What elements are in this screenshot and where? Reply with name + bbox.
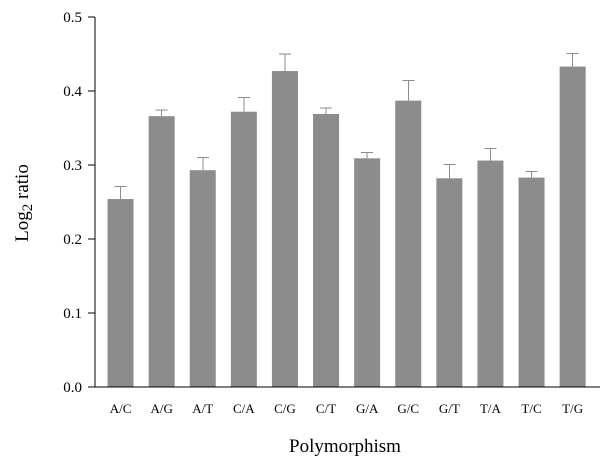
y-tick-label: 0.2 <box>63 232 82 248</box>
y-axis-title: Log2 ratio <box>12 164 36 242</box>
y-axis-title-suffix: ratio <box>12 164 33 204</box>
bar <box>395 100 422 388</box>
x-tick-label: T/C <box>521 401 541 416</box>
y-tick-label: 0.4 <box>63 84 82 100</box>
y-tick-label: 0.5 <box>63 10 82 26</box>
x-tick-label: G/C <box>397 401 419 416</box>
bar <box>189 170 216 387</box>
bar <box>107 199 134 387</box>
error-bar <box>237 97 250 112</box>
bar <box>271 71 298 388</box>
error-bar <box>320 107 333 114</box>
error-bar <box>525 171 538 178</box>
bar <box>436 178 463 387</box>
x-tick-label: C/T <box>316 401 336 416</box>
bar <box>354 158 381 387</box>
error-bar <box>566 52 579 67</box>
x-tick-label: A/T <box>192 401 213 416</box>
x-tick-label: T/G <box>562 401 583 416</box>
x-tick-label: G/A <box>356 401 379 416</box>
error-bar <box>196 157 209 171</box>
x-tick-label: C/G <box>274 401 296 416</box>
bar <box>518 177 545 387</box>
y-axis-ticks: 0.0 0.1 0.2 0.3 0.4 0.5 <box>63 10 95 396</box>
bar <box>148 116 175 387</box>
bars <box>107 66 586 388</box>
bar <box>230 111 257 387</box>
x-tick-label: G/T <box>439 401 460 416</box>
error-bar <box>155 109 168 117</box>
error-bar <box>114 185 127 200</box>
x-tick-label: A/C <box>110 401 132 416</box>
y-axis-title-subscript: 2 <box>20 204 36 212</box>
x-tick-label: A/G <box>150 401 172 416</box>
error-bar <box>484 148 497 161</box>
y-tick-label: 0.0 <box>63 380 82 396</box>
bar <box>559 66 586 387</box>
y-axis-title-main: Log <box>12 211 33 242</box>
y-tick-label: 0.1 <box>63 306 82 322</box>
bar <box>477 160 504 387</box>
x-tick-labels: A/C A/G A/T C/A C/G C/T G/A G/C G/T T/A T/C T/G <box>110 401 583 416</box>
error-bar <box>402 80 415 101</box>
error-bar <box>278 53 291 72</box>
error-bar <box>361 151 374 159</box>
y-tick-label: 0.3 <box>63 158 82 174</box>
x-axis-title: Polymorphism <box>289 436 401 456</box>
x-tick-label: C/A <box>233 401 255 416</box>
x-tick-label: T/A <box>480 401 502 416</box>
bar <box>313 113 340 387</box>
error-bar <box>443 163 456 179</box>
error-bars <box>114 52 579 200</box>
